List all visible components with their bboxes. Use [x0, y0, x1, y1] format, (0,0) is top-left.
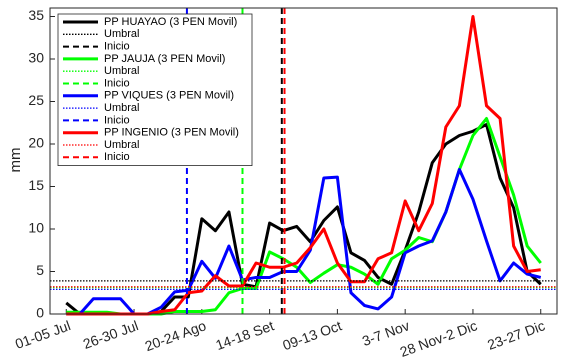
x-tick-label: 20-24 Ago — [143, 317, 209, 354]
legend-label: Inicio — [104, 41, 130, 53]
x-tick-label: 09-13 Oct — [280, 317, 343, 353]
y-tick-label: 10 — [28, 220, 44, 236]
y-tick-label: 15 — [28, 177, 44, 193]
legend-label: Umbral — [104, 65, 139, 77]
legend-label: PP HUAYAO (3 PEN Movil) — [104, 16, 237, 28]
y-tick-label: 0 — [36, 305, 44, 321]
plot-frame — [49, 7, 558, 315]
y-tick-label: 30 — [28, 50, 44, 66]
y-tick-label: 5 — [36, 262, 44, 278]
series-line — [66, 168, 542, 316]
legend-label: Umbral — [104, 102, 139, 114]
y-tick-label: 35 — [28, 7, 44, 23]
legend-label: PP VIQUES (3 PEN Movil) — [104, 90, 234, 102]
x-tick-label: 14-18 Set — [213, 317, 276, 353]
x-tick-label: 26-30 Jul — [81, 317, 141, 352]
legend-label: Inicio — [104, 77, 130, 89]
y-tick-label: 20 — [28, 135, 44, 151]
legend-label: Inicio — [104, 114, 130, 126]
y-tick-label: 25 — [28, 92, 44, 108]
y-axis-label: mm — [7, 148, 24, 173]
legend-box — [57, 13, 253, 167]
legend-label: Inicio — [104, 151, 130, 163]
x-tick-label: 28 Nov-2 Dic — [398, 317, 480, 360]
legend-label: Umbral — [104, 139, 139, 151]
legend-label: PP INGENIO (3 PEN Movil) — [104, 127, 239, 139]
x-tick-label: 01-05 Jul — [13, 317, 73, 352]
legend-label: Umbral — [104, 28, 139, 40]
legend-label: PP JAUJA (3 PEN Movil) — [104, 53, 225, 65]
x-tick-label: 23-27 Dic — [485, 317, 547, 353]
